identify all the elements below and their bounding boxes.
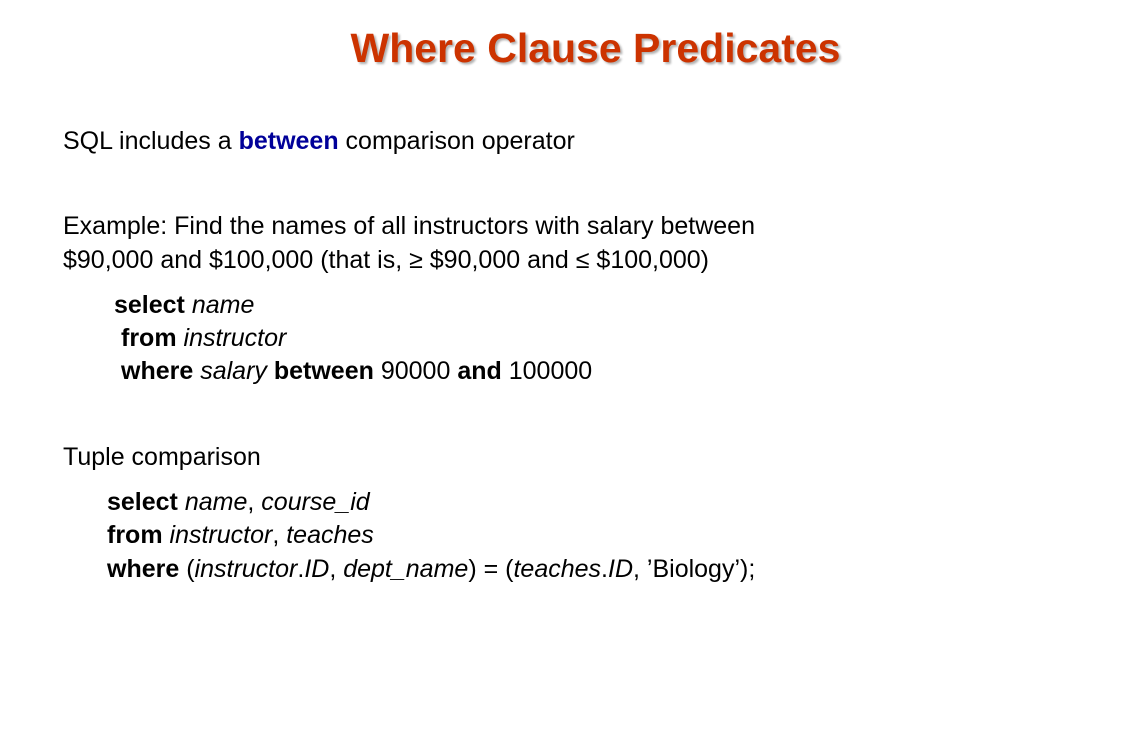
where-keyword: where (121, 357, 194, 385)
example-line-2: $90,000 and $100,000 (that is, ≥ $90,000… (63, 246, 710, 274)
select-attribute-2: course_id (261, 488, 370, 516)
intro-text-pre: SQL includes a (63, 127, 239, 155)
query2-from-clause: from instructor, teaches (107, 521, 374, 549)
example-line-1: Example: Find the names of all instructo… (63, 212, 755, 240)
query2-where-clause: where (instructor.ID, dept_name) = (teac… (107, 555, 756, 583)
lhs-attribute-2: dept_name (343, 555, 469, 583)
intro-text-post: comparison operator (338, 127, 575, 155)
select-keyword: select (107, 488, 178, 516)
high-value: 100000 (508, 357, 593, 385)
select-attribute: name (191, 291, 255, 319)
where-keyword: where (107, 555, 180, 583)
rhs-relation: teaches (513, 555, 602, 583)
between-op-keyword: between (273, 357, 374, 385)
query1-where-clause: where salary between 90000 and 100000 (121, 354, 592, 388)
lhs-relation: instructor (194, 555, 298, 583)
rhs-literal: ’Biology’ (646, 555, 741, 583)
query1-select-clause: select name (114, 288, 254, 322)
lhs-attribute: ID (304, 555, 330, 583)
between-keyword: between (238, 127, 339, 155)
and-keyword: and (457, 357, 502, 385)
query2-select-clause: select name, course_id (107, 488, 370, 516)
intro-line: SQL includes a between comparison operat… (63, 124, 575, 158)
from-relation-1: instructor (169, 521, 273, 549)
slide-title: Where Clause Predicates (350, 25, 841, 71)
rhs-attribute: ID (608, 555, 633, 583)
from-keyword: from (107, 521, 163, 549)
low-value: 90000 (380, 357, 451, 385)
from-relation-2: teaches (286, 521, 374, 549)
where-attribute: salary (200, 357, 267, 385)
tuple-comparison-heading: Tuple comparison (63, 443, 261, 471)
query1-from-clause: from instructor (121, 321, 286, 355)
from-keyword: from (121, 324, 177, 352)
from-relation: instructor (183, 324, 287, 352)
select-keyword: select (114, 291, 185, 319)
select-attribute-1: name (184, 488, 248, 516)
